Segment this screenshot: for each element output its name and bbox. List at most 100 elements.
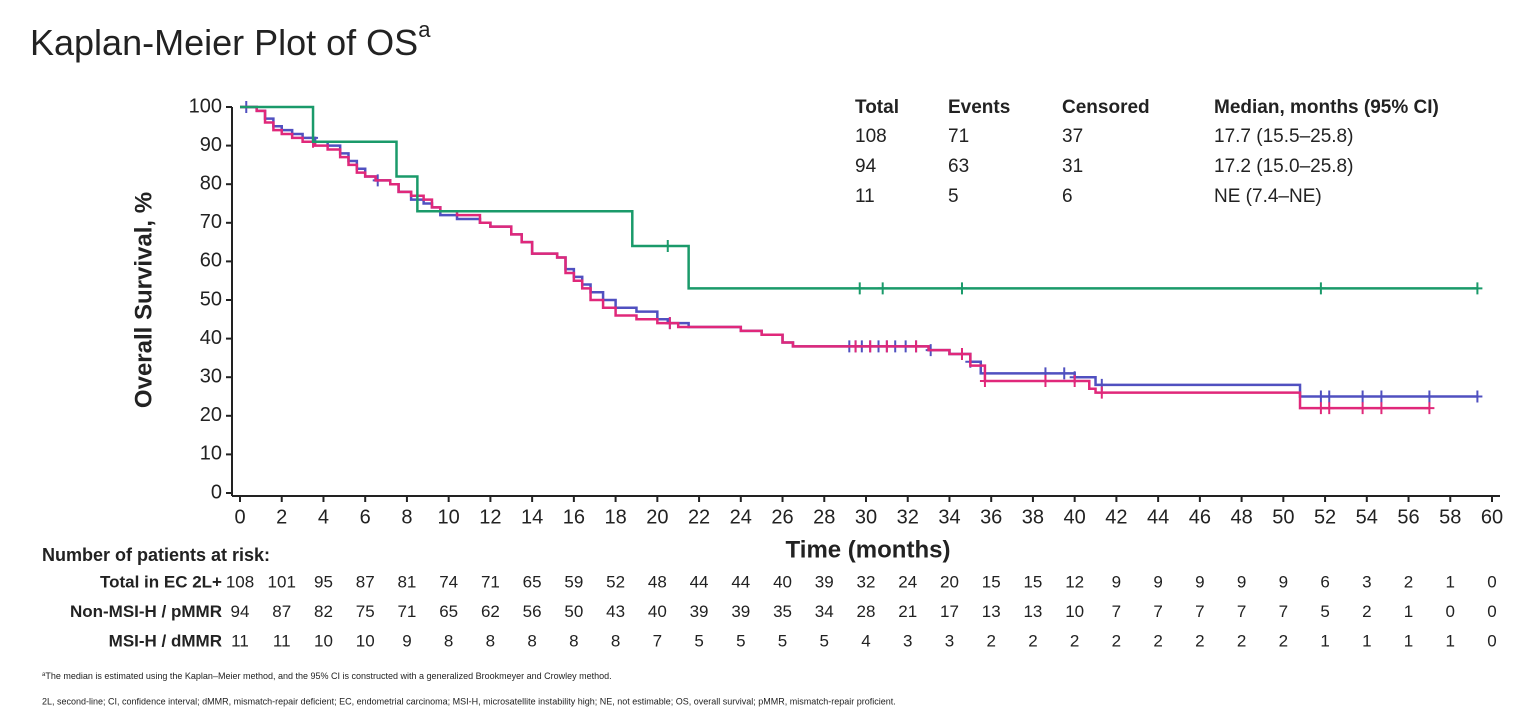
risk-count: 7 xyxy=(1237,602,1246,621)
censor-mark xyxy=(1315,390,1326,403)
risk-count: 2 xyxy=(1028,631,1037,650)
x-tick-label: 38 xyxy=(1022,506,1044,528)
censor-mark xyxy=(1472,390,1483,403)
risk-count: 2 xyxy=(1195,631,1204,650)
y-tick-label: 60 xyxy=(200,250,222,272)
censor-mark xyxy=(1472,282,1483,295)
risk-count: 8 xyxy=(486,631,495,650)
censor-mark xyxy=(877,282,888,295)
summary-header: Median, months (95% CI) xyxy=(1214,97,1439,118)
x-tick-label: 18 xyxy=(604,506,626,528)
x-tick-label: 28 xyxy=(813,506,835,528)
x-tick-label: 58 xyxy=(1439,506,1461,528)
risk-count: 74 xyxy=(439,572,458,591)
risk-count: 5 xyxy=(778,631,787,650)
risk-count: 2 xyxy=(1153,631,1162,650)
censor-mark xyxy=(881,340,892,353)
censor-mark xyxy=(1059,367,1070,380)
footnote-text: The median is estimated using the Kaplan… xyxy=(45,671,611,681)
x-tick-label: 48 xyxy=(1230,506,1252,528)
survival-curve xyxy=(240,105,1430,410)
risk-row-label: Non-MSI-H / pMMR xyxy=(70,602,222,621)
x-tick-label: 42 xyxy=(1105,506,1127,528)
x-tick-label: 6 xyxy=(360,506,371,528)
risk-count: 8 xyxy=(444,631,453,650)
x-tick-label: 22 xyxy=(688,506,710,528)
risk-count: 43 xyxy=(606,602,625,621)
summary-cell: 94 xyxy=(855,156,877,177)
risk-count: 65 xyxy=(439,602,458,621)
risk-count: 2 xyxy=(986,631,995,650)
risk-count: 9 xyxy=(1279,572,1288,591)
risk-count: 11 xyxy=(231,631,249,650)
summary-cell: 37 xyxy=(1062,126,1083,147)
censor-mark xyxy=(956,348,967,361)
risk-count: 10 xyxy=(356,631,375,650)
y-tick-label: 50 xyxy=(200,288,222,310)
risk-count: 62 xyxy=(481,602,500,621)
risk-count: 34 xyxy=(815,602,834,621)
risk-count: 56 xyxy=(523,602,542,621)
risk-count: 32 xyxy=(857,572,876,591)
risk-count: 108 xyxy=(226,572,254,591)
risk-count: 39 xyxy=(815,572,834,591)
x-tick-label: 4 xyxy=(318,506,329,528)
censor-mark xyxy=(865,340,876,353)
risk-count: 2 xyxy=(1112,631,1121,650)
risk-count: 1 xyxy=(1404,602,1413,621)
risk-count: 7 xyxy=(1153,602,1162,621)
risk-count: 9 xyxy=(402,631,411,650)
censor-mark xyxy=(1069,375,1080,388)
x-tick-label: 36 xyxy=(980,506,1002,528)
risk-count: 1 xyxy=(1320,631,1329,650)
risk-count: 87 xyxy=(356,572,375,591)
x-tick-label: 52 xyxy=(1314,506,1336,528)
x-tick-label: 54 xyxy=(1356,506,1378,528)
y-tick-label: 70 xyxy=(200,211,222,233)
risk-count: 15 xyxy=(1023,572,1042,591)
risk-count: 40 xyxy=(648,602,667,621)
risk-count: 75 xyxy=(356,602,375,621)
risk-count: 1 xyxy=(1362,631,1371,650)
x-axis-label: Time (months) xyxy=(786,536,951,563)
x-tick-label: 40 xyxy=(1064,506,1086,528)
risk-count: 13 xyxy=(1023,602,1042,621)
risk-count: 5 xyxy=(820,631,829,650)
x-tick-label: 50 xyxy=(1272,506,1294,528)
risk-count: 8 xyxy=(527,631,536,650)
risk-count: 17 xyxy=(940,602,959,621)
x-tick-label: 34 xyxy=(938,506,960,528)
footnote: aThe median is estimated using the Kapla… xyxy=(42,671,612,681)
risk-count: 6 xyxy=(1320,572,1329,591)
censor-mark xyxy=(1324,402,1335,415)
censor-mark xyxy=(1315,282,1326,295)
censor-mark xyxy=(850,340,861,353)
censor-mark xyxy=(1324,390,1335,403)
risk-count: 2 xyxy=(1362,602,1371,621)
risk-count: 87 xyxy=(272,602,291,621)
chart-title: Kaplan-Meier Plot of OSa xyxy=(30,17,431,63)
risk-count: 3 xyxy=(1362,572,1371,591)
censor-mark xyxy=(1040,375,1051,388)
risk-count: 8 xyxy=(569,631,578,650)
x-tick-label: 20 xyxy=(646,506,668,528)
risk-count: 48 xyxy=(648,572,667,591)
summary-cell: 17.7 (15.5–25.8) xyxy=(1214,126,1353,147)
x-tick-label: 14 xyxy=(521,506,543,528)
x-tick-label: 8 xyxy=(401,506,412,528)
x-tick-label: 56 xyxy=(1397,506,1419,528)
risk-count: 81 xyxy=(397,572,416,591)
x-tick-label: 16 xyxy=(563,506,585,528)
risk-count: 50 xyxy=(564,602,583,621)
summary-cell: NE (7.4–NE) xyxy=(1214,186,1322,207)
y-tick-label: 0 xyxy=(211,481,222,503)
risk-count: 9 xyxy=(1153,572,1162,591)
risk-count: 0 xyxy=(1487,631,1496,650)
y-tick-label: 10 xyxy=(200,443,222,465)
risk-count: 40 xyxy=(773,572,792,591)
risk-count: 5 xyxy=(1320,602,1329,621)
censor-mark xyxy=(1096,386,1107,399)
summary-header: Total xyxy=(855,97,899,118)
